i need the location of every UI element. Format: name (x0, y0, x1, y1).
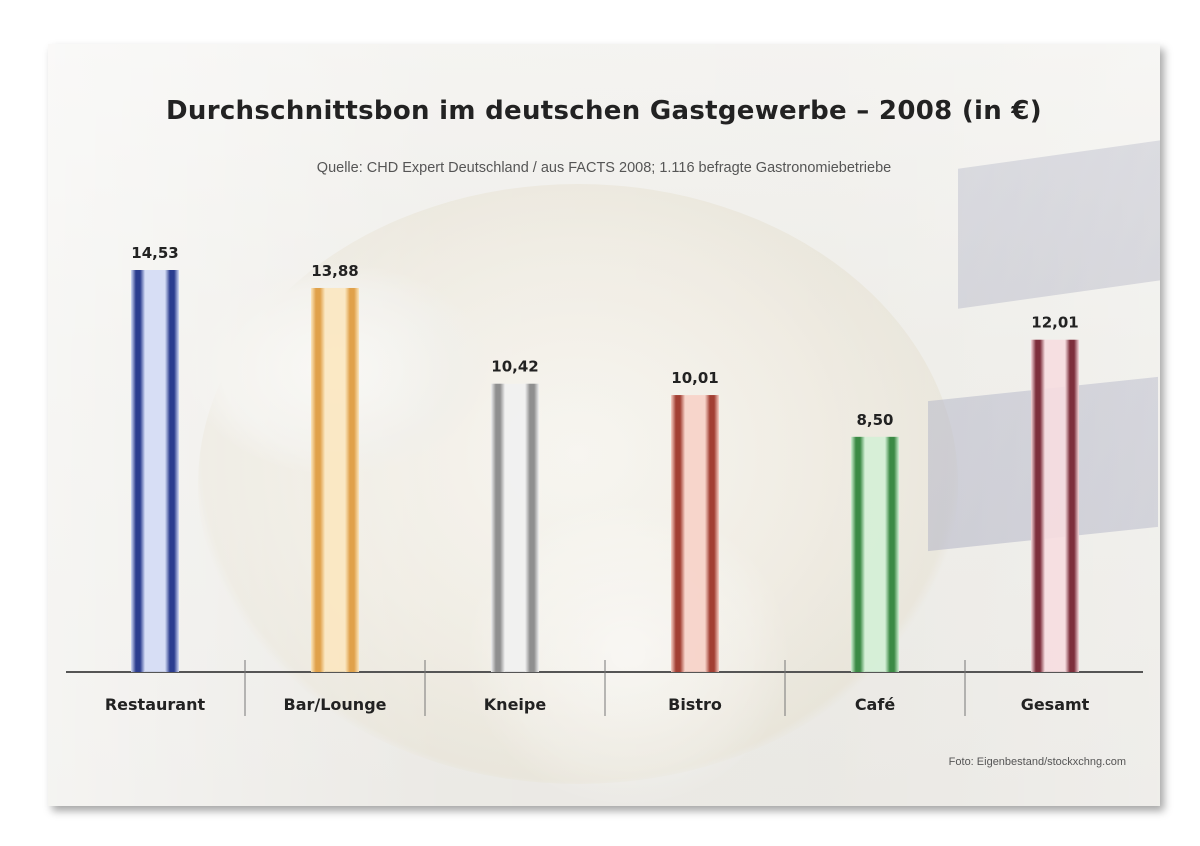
bar-pillar-left (851, 436, 865, 672)
background-wash (48, 44, 1160, 806)
bar-pillar-right (885, 436, 899, 672)
bar-pillar-right (1065, 339, 1079, 672)
bar-pillar-left (671, 395, 685, 672)
category-label: Bar/Lounge (284, 695, 387, 714)
data-label: 13,88 (311, 262, 358, 280)
data-label: 8,50 (856, 411, 893, 429)
category-label: Gesamt (1021, 695, 1090, 714)
bar-group-4: 10,01 Bistro (668, 369, 722, 714)
bar-group-6: 12,01 Gesamt (1021, 314, 1090, 714)
bar-pillar-right (525, 383, 539, 672)
chart-card: Durchschnittsbon im deutschen Gastgewerb… (48, 44, 1160, 806)
category-label: Restaurant (105, 695, 206, 714)
category-label: Bistro (668, 695, 722, 714)
bar-group-5: 8,50 Café (851, 411, 899, 714)
bar-pillar-right (705, 395, 719, 672)
category-label: Café (855, 695, 896, 714)
bar-group-3: 10,42 Kneipe (484, 358, 547, 714)
category-label: Kneipe (484, 695, 547, 714)
data-label: 10,42 (491, 358, 538, 376)
bar-pillar-left (311, 287, 325, 672)
data-label: 14,53 (131, 244, 178, 262)
bar-pillar-right (345, 287, 359, 672)
bar-group-1: 14,53 Restaurant (105, 244, 206, 714)
chart-subtitle: Quelle: CHD Expert Deutschland / aus FAC… (316, 160, 892, 176)
bar-pillar-left (1031, 339, 1045, 672)
data-label: 12,01 (1031, 314, 1078, 332)
chart-title: Durchschnittsbon im deutschen Gastgewerb… (166, 96, 1042, 126)
bar-group-2: 13,88 Bar/Lounge (284, 262, 387, 714)
bar-pillar-left (491, 383, 505, 672)
bar-pillar-left (131, 270, 145, 672)
bar-pillar-right (165, 270, 179, 672)
photo-credit: Foto: Eigenbestand/stockxchng.com (948, 756, 1126, 768)
bar-chart: 14,53 Restaurant 13,88 Bar/Lounge 10,42 Kneip… (66, 244, 1143, 716)
data-label: 10,01 (671, 369, 718, 387)
